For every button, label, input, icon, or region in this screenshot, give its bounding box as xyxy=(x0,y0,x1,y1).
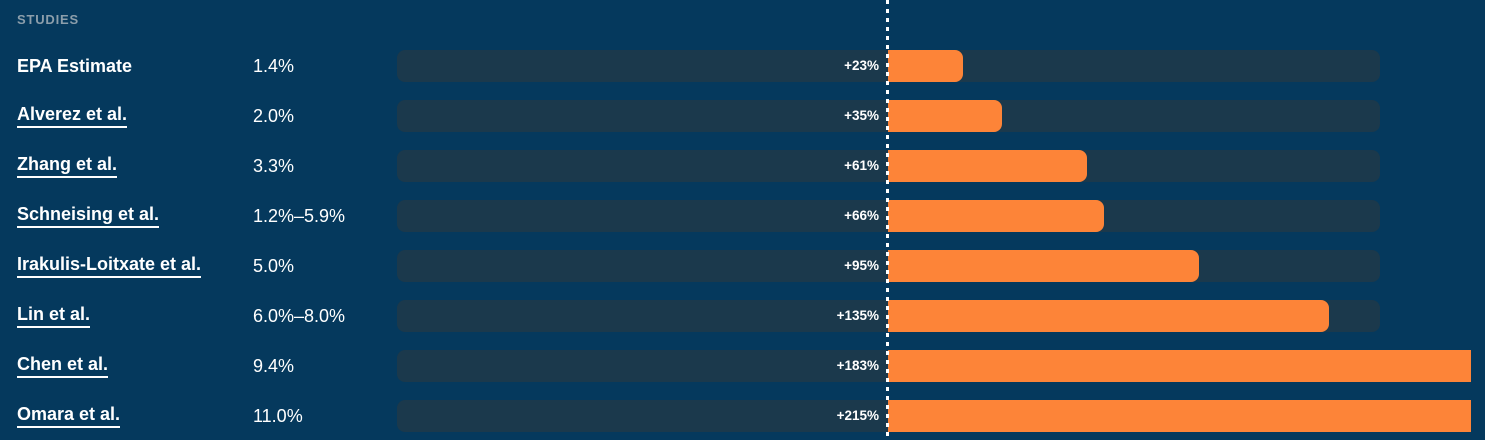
study-row: Irakulis-Loitxate et al. 5.0% +95% xyxy=(0,241,1485,291)
leak-rate-value: 6.0%–8.0% xyxy=(253,305,346,326)
study-name-cell: Omara et al. xyxy=(0,404,253,428)
bar-fill xyxy=(888,400,1471,432)
study-link[interactable]: Alverez et al. xyxy=(17,104,128,128)
change-label: +135% xyxy=(836,308,879,323)
leak-rate-value: 11.0% xyxy=(253,405,303,426)
studies-column-header: STUDIES xyxy=(17,12,79,27)
study-name-cell: EPA Estimate xyxy=(0,56,253,77)
change-label: +95% xyxy=(844,258,879,273)
bar-cell: +23% xyxy=(397,50,1471,82)
bar-fill xyxy=(888,150,1087,182)
study-row: Schneising et al. 1.2%–5.9% +66% xyxy=(0,191,1485,241)
bar-fill xyxy=(888,100,1002,132)
study-row: Chen et al. 9.4% +183% xyxy=(0,341,1485,391)
study-row: Zhang et al. 3.3% +61% xyxy=(0,141,1485,191)
bar-cell: +215% xyxy=(397,400,1471,432)
study-label: EPA Estimate xyxy=(17,55,133,76)
study-link[interactable]: Omara et al. xyxy=(17,404,121,428)
bar-fill xyxy=(888,350,1471,382)
bar-cell: +35% xyxy=(397,100,1471,132)
bar-fill xyxy=(888,300,1329,332)
study-link[interactable]: Zhang et al. xyxy=(17,154,118,178)
bar-cell: +183% xyxy=(397,350,1471,382)
study-link[interactable]: Chen et al. xyxy=(17,354,109,378)
study-name-cell: Schneising et al. xyxy=(0,204,253,228)
study-name-cell: Chen et al. xyxy=(0,354,253,378)
study-link[interactable]: Lin et al. xyxy=(17,304,91,328)
leak-rate-value: 2.0% xyxy=(253,105,295,126)
study-row: EPA Estimate 1.4% +23% xyxy=(0,41,1485,91)
leak-rate-value: 5.0% xyxy=(253,255,295,276)
change-label: +61% xyxy=(844,158,879,173)
study-row: Alverez et al. 2.0% +35% xyxy=(0,91,1485,141)
study-name-cell: Alverez et al. xyxy=(0,104,253,128)
change-label: +23% xyxy=(844,58,879,73)
study-row: Omara et al. 11.0% +215% xyxy=(0,391,1485,440)
study-row: Lin et al. 6.0%–8.0% +135% xyxy=(0,291,1485,341)
study-name-cell: Lin et al. xyxy=(0,304,253,328)
bar-cell: +66% xyxy=(397,200,1471,232)
change-label: +35% xyxy=(844,108,879,123)
study-name-cell: Irakulis-Loitxate et al. xyxy=(0,254,253,278)
bar-cell: +61% xyxy=(397,150,1471,182)
bar-fill xyxy=(888,250,1199,282)
change-label: +66% xyxy=(844,208,879,223)
bar-fill xyxy=(888,50,963,82)
bar-cell: +95% xyxy=(397,250,1471,282)
change-label: +215% xyxy=(836,408,879,423)
leak-rate-value: 3.3% xyxy=(253,155,295,176)
study-name-cell: Zhang et al. xyxy=(0,154,253,178)
bar-fill xyxy=(888,200,1104,232)
bar-cell: +135% xyxy=(397,300,1471,332)
leak-rate-value: 1.2%–5.9% xyxy=(253,205,346,226)
chart-rows: EPA Estimate 1.4% +23% Alverez et al. 2.… xyxy=(0,41,1485,440)
leak-rate-value: 1.4% xyxy=(253,55,295,76)
study-link[interactable]: Irakulis-Loitxate et al. xyxy=(17,254,202,278)
change-label: +183% xyxy=(836,358,879,373)
study-link[interactable]: Schneising et al. xyxy=(17,204,160,228)
leak-rate-value: 9.4% xyxy=(253,355,295,376)
